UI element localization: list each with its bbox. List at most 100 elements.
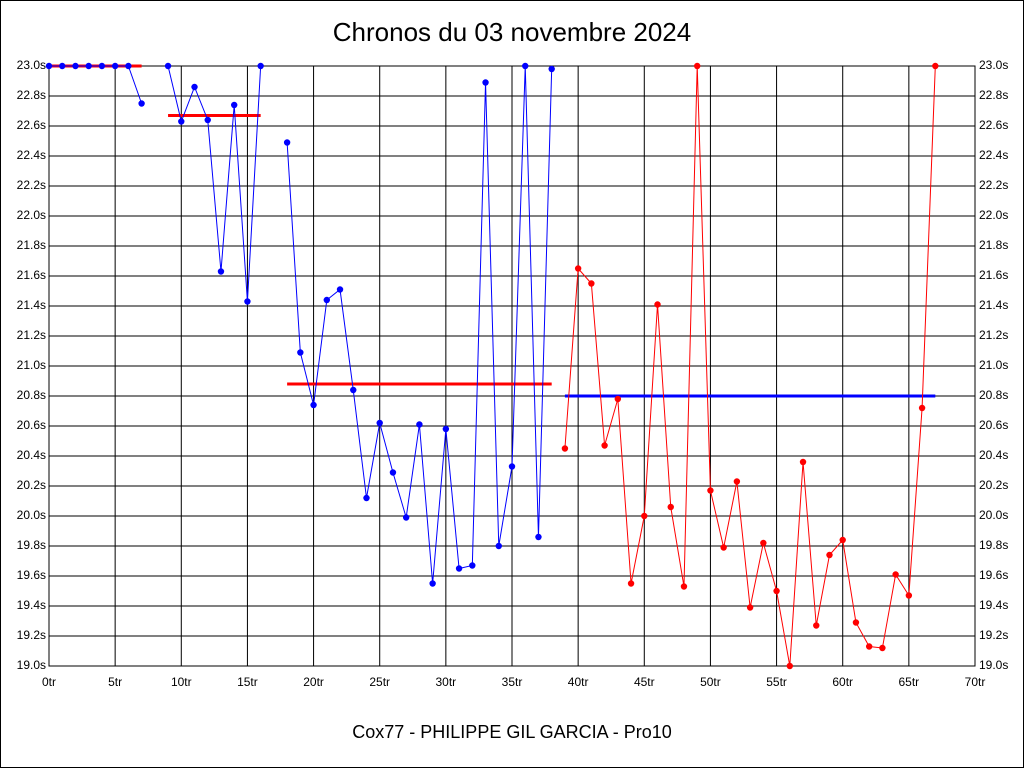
y-tick-label-right: 21.6s [979, 268, 1008, 282]
y-tick-label-right: 20.6s [979, 418, 1008, 432]
point [72, 62, 79, 70]
y-tick-label: 20.4s [17, 448, 46, 462]
point [45, 62, 53, 70]
y-tick-label-right: 22.6s [979, 118, 1008, 132]
point [720, 544, 727, 551]
point [746, 604, 754, 611]
point [389, 469, 397, 476]
x-tick-label: 10tr [171, 675, 192, 689]
point [350, 386, 357, 394]
y-tick-label: 22.0s [17, 208, 46, 222]
point [574, 265, 582, 272]
y-tick-label: 22.8s [17, 88, 46, 102]
point [297, 349, 304, 356]
y-tick-label: 21.4s [17, 298, 46, 312]
point [865, 643, 873, 650]
y-tick-label-right: 19.0s [979, 658, 1008, 672]
point [257, 62, 264, 70]
x-tick-label: 55tr [766, 675, 787, 689]
x-tick-label: 0tr [42, 675, 56, 689]
point [654, 301, 661, 308]
point [98, 62, 106, 70]
point [310, 401, 317, 409]
y-tick-label: 19.0s [17, 658, 46, 672]
point [204, 116, 211, 124]
point [839, 536, 846, 544]
x-tick-label: 70tr [965, 675, 986, 689]
x-tick-label: 65tr [899, 675, 920, 689]
point [178, 118, 185, 125]
y-tick-label: 22.2s [17, 178, 46, 192]
x-tick-label: 35tr [502, 675, 523, 689]
x-tick-label: 20tr [303, 675, 324, 689]
y-tick-label-right: 22.8s [979, 88, 1008, 102]
point [694, 62, 701, 70]
point [588, 280, 595, 287]
y-tick-label-right: 21.8s [979, 238, 1008, 252]
point [244, 298, 251, 305]
point [918, 404, 926, 412]
point [641, 512, 648, 520]
point [535, 533, 542, 541]
point [707, 487, 714, 494]
y-tick-label-right: 21.0s [979, 358, 1008, 372]
x-tick-label: 45tr [634, 675, 655, 689]
point [760, 539, 767, 547]
x-tick-label: 50tr [700, 675, 721, 689]
y-tick-label-right: 19.4s [979, 598, 1008, 612]
point [138, 100, 145, 107]
point [191, 83, 198, 91]
point [111, 62, 119, 70]
point [508, 463, 516, 470]
point [469, 562, 476, 569]
point [601, 442, 608, 449]
point [826, 551, 833, 559]
point [892, 571, 899, 578]
x-axis-label: Cox77 - PHILIPPE GIL GARCIA - Pro10 [352, 722, 671, 742]
point [402, 514, 410, 521]
point [614, 395, 622, 403]
y-tick-label: 20.0s [17, 508, 46, 522]
y-tick-label-right: 23.0s [979, 58, 1008, 72]
point [164, 62, 172, 70]
y-tick-label-right: 19.2s [979, 628, 1008, 642]
y-tick-label: 22.4s [17, 148, 46, 162]
point [813, 622, 820, 629]
point [667, 503, 674, 511]
x-tick-label: 15tr [237, 675, 258, 689]
y-tick-label: 19.8s [17, 538, 46, 552]
y-tick-label: 22.6s [17, 118, 46, 132]
point [416, 421, 423, 428]
point [363, 494, 370, 502]
y-tick-label-right: 22.4s [979, 148, 1008, 162]
x-tick-label: 5tr [108, 675, 122, 689]
y-tick-label-right: 20.0s [979, 508, 1008, 522]
chart-title: Chronos du 03 novembre 2024 [333, 17, 691, 47]
y-tick-label: 21.2s [17, 328, 46, 342]
point [773, 587, 780, 595]
y-tick-label: 21.8s [17, 238, 46, 252]
x-tick-label: 30tr [436, 675, 457, 689]
y-tick-label: 21.6s [17, 268, 46, 282]
point [376, 419, 383, 427]
point [59, 62, 66, 70]
y-tick-label: 19.6s [17, 568, 46, 582]
x-tick-label: 25tr [369, 675, 390, 689]
y-tick-label: 20.2s [17, 478, 46, 492]
point [323, 296, 330, 304]
y-tick-label-right: 19.8s [979, 538, 1008, 552]
point [786, 662, 793, 670]
point [231, 101, 238, 109]
y-tick-label: 23.0s [17, 58, 46, 72]
point [852, 619, 860, 626]
point [561, 445, 569, 452]
y-tick-label: 20.8s [17, 388, 46, 402]
y-tick-label-right: 19.6s [979, 568, 1008, 582]
y-tick-label-right: 20.2s [979, 478, 1008, 492]
point [217, 268, 225, 275]
point [429, 580, 436, 587]
y-tick-label: 21.0s [17, 358, 46, 372]
point [85, 62, 92, 70]
point [522, 62, 529, 70]
